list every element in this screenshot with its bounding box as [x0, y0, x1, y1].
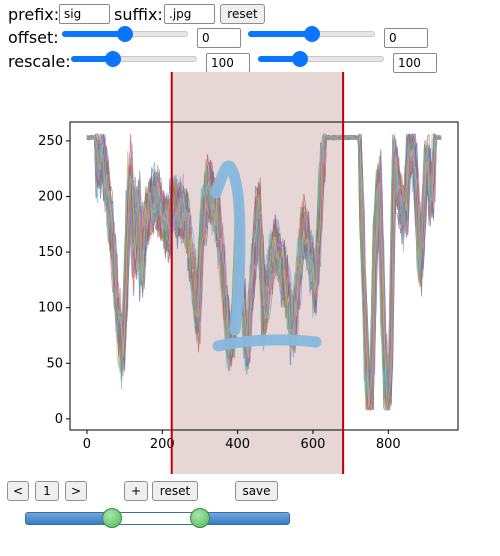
range-handle-high[interactable] [189, 508, 210, 528]
x-tick-label: 800 [376, 437, 401, 452]
offset-label: offset: [8, 28, 59, 47]
y-tick-label: 50 [46, 356, 63, 371]
y-tick-label: 250 [38, 134, 63, 149]
signal-line [86, 132, 442, 409]
range-handle-low[interactable] [102, 508, 123, 528]
prefix-label: prefix: [8, 5, 60, 24]
rescale-label: rescale: [8, 52, 71, 71]
next-button[interactable]: > [65, 481, 87, 501]
prefix-input[interactable]: sig [59, 4, 110, 24]
rescale-slider-1[interactable] [71, 51, 197, 67]
slider-thumb[interactable] [104, 51, 121, 67]
plot-frame [69, 121, 459, 431]
reset-button-top[interactable]: reset [220, 4, 265, 24]
page-number[interactable]: 1 [35, 481, 59, 501]
slider-thumb[interactable] [291, 51, 308, 67]
x-tick-label: 600 [301, 437, 326, 452]
x-tick-label: 200 [150, 437, 175, 452]
add-button[interactable]: + [124, 481, 148, 501]
offset-input-1[interactable]: 0 [197, 28, 241, 48]
save-button[interactable]: save [235, 481, 278, 501]
suffix-input[interactable]: .jpg [164, 4, 215, 24]
slider-thumb[interactable] [117, 26, 133, 42]
range-slider[interactable] [25, 508, 290, 528]
signal-line [86, 133, 442, 401]
x-tick-label: 400 [225, 437, 250, 452]
reset-button-bottom[interactable]: reset [152, 481, 198, 501]
signal-plot[interactable]: 0 200 400 600 800 0 50 100 150 200 250 [0, 72, 500, 474]
handwritten-digit-stroke [210, 160, 322, 352]
offset-slider-1[interactable] [62, 26, 188, 42]
y-tick-label: 0 [55, 412, 63, 427]
signal-line [86, 133, 442, 411]
y-tick-label: 100 [38, 301, 63, 316]
x-tick-label: 0 [83, 437, 91, 452]
suffix-label: suffix: [114, 5, 163, 24]
slider-thumb[interactable] [303, 26, 320, 42]
y-tick-label: 150 [38, 245, 63, 260]
rescale-slider-2[interactable] [258, 51, 384, 67]
y-tick-label: 200 [38, 189, 63, 204]
offset-slider-2[interactable] [248, 26, 375, 42]
rescale-input-1[interactable]: 100 [206, 53, 250, 73]
prev-button[interactable]: < [7, 481, 29, 501]
offset-input-2[interactable]: 0 [384, 28, 428, 48]
rescale-input-2[interactable]: 100 [393, 53, 437, 73]
